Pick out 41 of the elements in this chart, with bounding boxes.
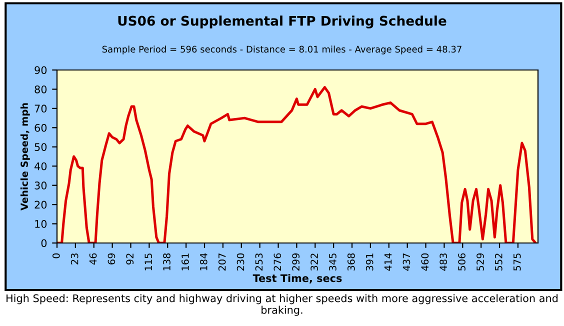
x-tick-label: 46 (89, 253, 97, 265)
y-tick-label: 60 (34, 124, 47, 132)
x-tick-label: 161 (182, 254, 189, 270)
y-axis-title: Vehicle Speed, mph (20, 103, 30, 211)
y-tick-label: 80 (34, 85, 47, 94)
x-axis-title: Test Time, secs (252, 274, 342, 284)
x-tick-label: 345 (329, 254, 336, 271)
y-tick-label: 70 (34, 104, 47, 113)
x-tick-label: 230 (236, 253, 244, 271)
x-tick-label: 391 (366, 254, 374, 271)
y-tick-label: 40 (34, 162, 47, 170)
x-tick-label: 207 (218, 254, 226, 271)
x-tick-label: 575 (514, 254, 521, 271)
y-tick-label: 10 (35, 220, 47, 228)
x-tick-label: 529 (476, 253, 484, 271)
y-tick-label: 30 (34, 182, 47, 190)
x-tick-label: 414 (384, 253, 392, 271)
x-tick-label: 92 (126, 254, 134, 264)
x-tick-label: 184 (200, 253, 208, 270)
x-tick-label: 276 (274, 253, 282, 271)
y-tick-label: 90 (34, 66, 47, 74)
x-tick-label: 460 (421, 253, 429, 271)
x-tick-label: 552 (494, 254, 502, 271)
y-tick-label: 20 (34, 200, 47, 209)
y-tick-label: 50 (34, 143, 47, 151)
x-tick-label: 23 (70, 254, 78, 264)
y-tick-label: 0 (41, 239, 47, 248)
x-tick-label: 299 (292, 253, 300, 271)
x-tick-label: 506 (458, 253, 466, 271)
x-tick-label: 69 (108, 253, 116, 264)
x-tick-label: 0 (52, 253, 60, 258)
x-tick-label: 322 (310, 254, 318, 271)
x-tick-label: 483 (440, 254, 448, 271)
chart-subtitle: Sample Period = 596 seconds - Distance = 8.01 miles - Average Speed = 48.37 (102, 46, 462, 54)
x-tick-label: 253 (255, 254, 263, 271)
x-tick-label: 437 (402, 254, 410, 271)
x-tick-label: 368 (347, 253, 355, 271)
x-tick-label: 138 (163, 253, 170, 270)
chart-title: US06 or Supplemental FTP Driving Schedule (118, 16, 446, 28)
text: High Speed: Represents city and highway driving at higher speeds with more aggressive acceleration and braking. (6, 294, 558, 316)
x-tick-label: 115 (144, 254, 152, 270)
